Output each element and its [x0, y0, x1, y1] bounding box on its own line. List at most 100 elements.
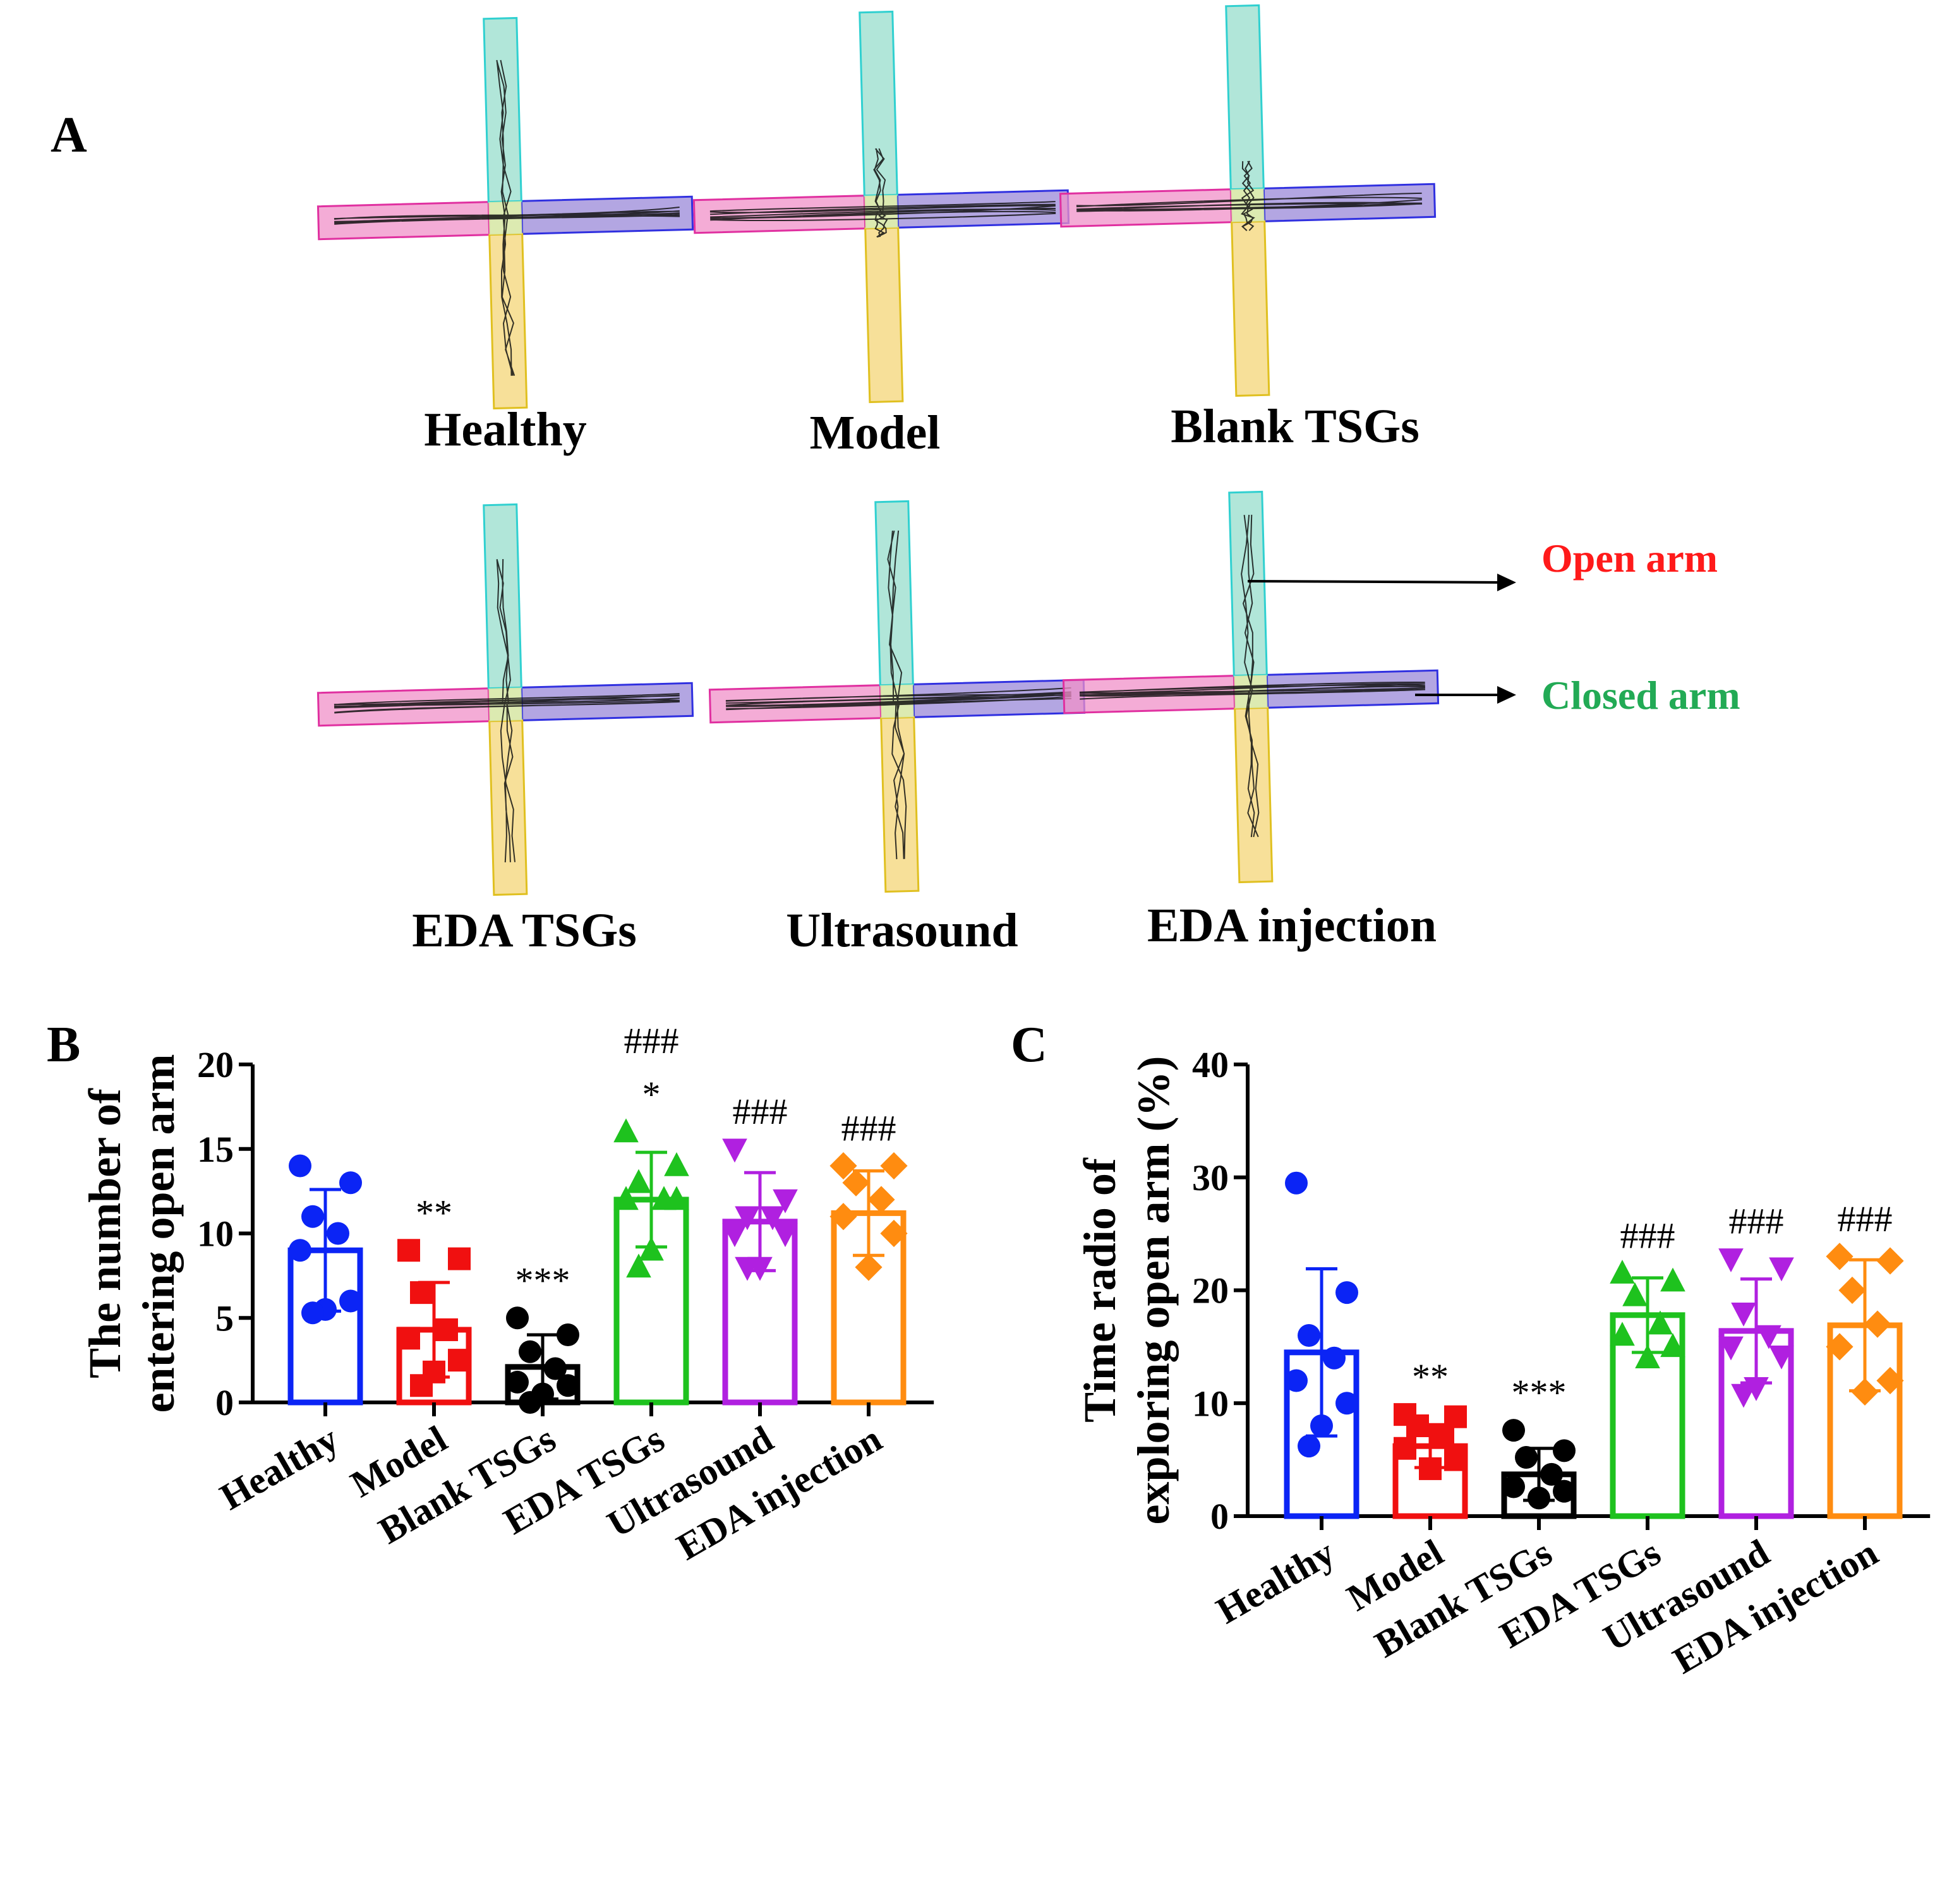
- data-point: [448, 1349, 471, 1372]
- maze-tracking-path: [1079, 514, 1426, 838]
- panel-letter-a: A: [51, 107, 87, 163]
- data-point: [1718, 1248, 1744, 1273]
- maze-2: [692, 10, 1070, 404]
- y-tick-label: 30: [1192, 1157, 1229, 1198]
- data-point: [1610, 1322, 1635, 1346]
- data-point: [1756, 1325, 1781, 1349]
- data-point: [1635, 1344, 1660, 1368]
- data-point: [1298, 1324, 1320, 1347]
- data-point: [1553, 1439, 1576, 1462]
- data-point: [773, 1189, 798, 1214]
- maze-bottom-arm: [488, 719, 528, 896]
- maze-tracking-path: [725, 530, 1072, 860]
- data-point: [1744, 1377, 1769, 1401]
- data-point: [1838, 1276, 1866, 1304]
- data-point: [613, 1186, 639, 1210]
- maze-label-eda-injection: EDA injection: [1147, 899, 1437, 952]
- data-point: [613, 1118, 639, 1143]
- y-tick-label: 0: [1210, 1496, 1229, 1537]
- data-point: [1528, 1486, 1550, 1510]
- data-point: [410, 1374, 433, 1397]
- data-point: [1769, 1257, 1794, 1282]
- y-axis-label-line: exploring open arm (%): [1128, 1056, 1179, 1525]
- x-tick-label: Healthy: [1209, 1531, 1341, 1632]
- data-point: [1648, 1310, 1673, 1335]
- data-point: [410, 1281, 433, 1304]
- y-tick-label: 5: [215, 1298, 234, 1339]
- y-tick-label: 20: [197, 1044, 234, 1085]
- data-point: [301, 1301, 324, 1325]
- data-point: [722, 1223, 747, 1248]
- data-point: [1285, 1171, 1308, 1195]
- data-point: [506, 1370, 529, 1394]
- maze-tracking-path: [334, 559, 680, 863]
- data-point: [1502, 1475, 1525, 1498]
- data-point: [1622, 1282, 1648, 1306]
- data-point: [1769, 1345, 1794, 1370]
- data-point: [1419, 1457, 1442, 1480]
- significance-label: ###: [624, 1020, 679, 1061]
- maze-label-healthy: Healthy: [424, 403, 587, 456]
- panel-letter-b: B: [47, 1017, 80, 1073]
- data-point: [339, 1171, 362, 1195]
- data-point: [1731, 1383, 1756, 1408]
- data-point: [1285, 1369, 1308, 1392]
- data-point: [544, 1357, 567, 1380]
- data-point: [664, 1152, 689, 1176]
- y-axis-label-line: The number of: [80, 1088, 130, 1378]
- data-point: [842, 1169, 870, 1196]
- data-point: [1515, 1446, 1538, 1469]
- y-axis-label-line: entering open arm: [133, 1054, 184, 1413]
- maze-1: [316, 16, 694, 410]
- data-point: [1298, 1435, 1320, 1458]
- data-point: [829, 1152, 857, 1180]
- data-point: [435, 1318, 458, 1341]
- data-point: [1540, 1462, 1563, 1486]
- open-arm-arrowhead: [1497, 574, 1516, 591]
- data-point: [1660, 1333, 1685, 1358]
- data-point: [1876, 1366, 1904, 1395]
- data-point: [1444, 1405, 1467, 1428]
- data-point: [880, 1152, 908, 1180]
- data-point: [760, 1206, 785, 1231]
- y-tick-label: 10: [197, 1214, 234, 1255]
- maze-3: [1059, 4, 1437, 397]
- closed-arm-label: Closed arm: [1541, 673, 1740, 718]
- open-arm-label: Open arm: [1541, 536, 1718, 581]
- y-tick-label: 20: [1192, 1270, 1229, 1311]
- maze-panel: [316, 4, 1440, 896]
- data-point: [773, 1223, 798, 1248]
- data-point: [327, 1222, 349, 1245]
- data-point: [1310, 1414, 1333, 1437]
- data-point: [1610, 1260, 1635, 1284]
- y-axis-label: Time radio ofexploring open arm (%): [1075, 1056, 1179, 1525]
- significance-label: ###: [1838, 1198, 1893, 1239]
- maze-bottom-arm: [488, 232, 528, 410]
- data-point: [855, 1253, 883, 1281]
- panel-letter-c: C: [1011, 1017, 1047, 1073]
- maze-label-model: Model: [810, 406, 941, 459]
- data-point: [626, 1169, 651, 1193]
- data-point: [1394, 1437, 1416, 1460]
- maze-legend: Open arm Closed arm: [1247, 536, 1740, 718]
- maze-label-eda-tsgs: EDA TSGs: [412, 904, 637, 957]
- data-point: [1660, 1267, 1685, 1292]
- data-point: [1335, 1281, 1358, 1304]
- data-point: [339, 1289, 362, 1313]
- data-point: [1323, 1346, 1346, 1370]
- significance-label: ###: [841, 1108, 896, 1149]
- data-point: [1406, 1414, 1429, 1437]
- data-point: [289, 1239, 311, 1262]
- data-point: [397, 1327, 420, 1350]
- significance-label: ###: [1620, 1215, 1675, 1256]
- significance-label: ***: [1512, 1372, 1567, 1413]
- maze-6: [1062, 490, 1440, 884]
- y-tick-label: 40: [1192, 1044, 1229, 1085]
- data-point: [1335, 1392, 1358, 1415]
- data-point: [1553, 1479, 1576, 1503]
- maze-top-arm: [1225, 4, 1265, 191]
- significance-label: *: [642, 1074, 661, 1115]
- data-point: [829, 1203, 857, 1231]
- maze-bottom-arm: [880, 716, 920, 893]
